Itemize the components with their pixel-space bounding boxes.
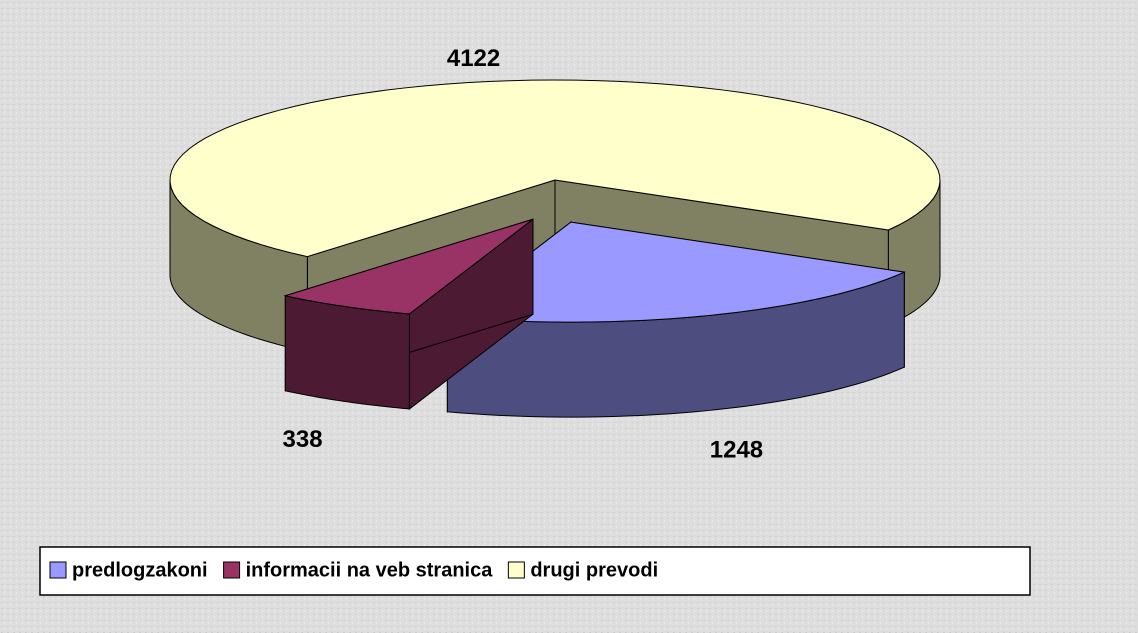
- legend-swatch: [223, 561, 241, 579]
- data-label: 338: [283, 426, 323, 453]
- slice-top: [169, 79, 941, 258]
- legend: predlogzakoni informacii na veb stranica d…: [49, 559, 658, 581]
- slice-side: [284, 295, 410, 410]
- slice-top: [446, 221, 907, 323]
- data-label: 4122: [447, 45, 500, 72]
- slice-top: [283, 218, 534, 315]
- pie: [169, 79, 941, 418]
- legend-label: predlogzakoni: [72, 559, 208, 581]
- legend-label: drugi prevodi: [530, 559, 658, 581]
- legend-box: [39, 546, 1031, 596]
- data-label: 1248: [710, 437, 763, 464]
- legend-label: informacii na veb stranica: [246, 559, 494, 581]
- legend-swatch: [507, 561, 525, 579]
- legend-swatch: [49, 561, 67, 579]
